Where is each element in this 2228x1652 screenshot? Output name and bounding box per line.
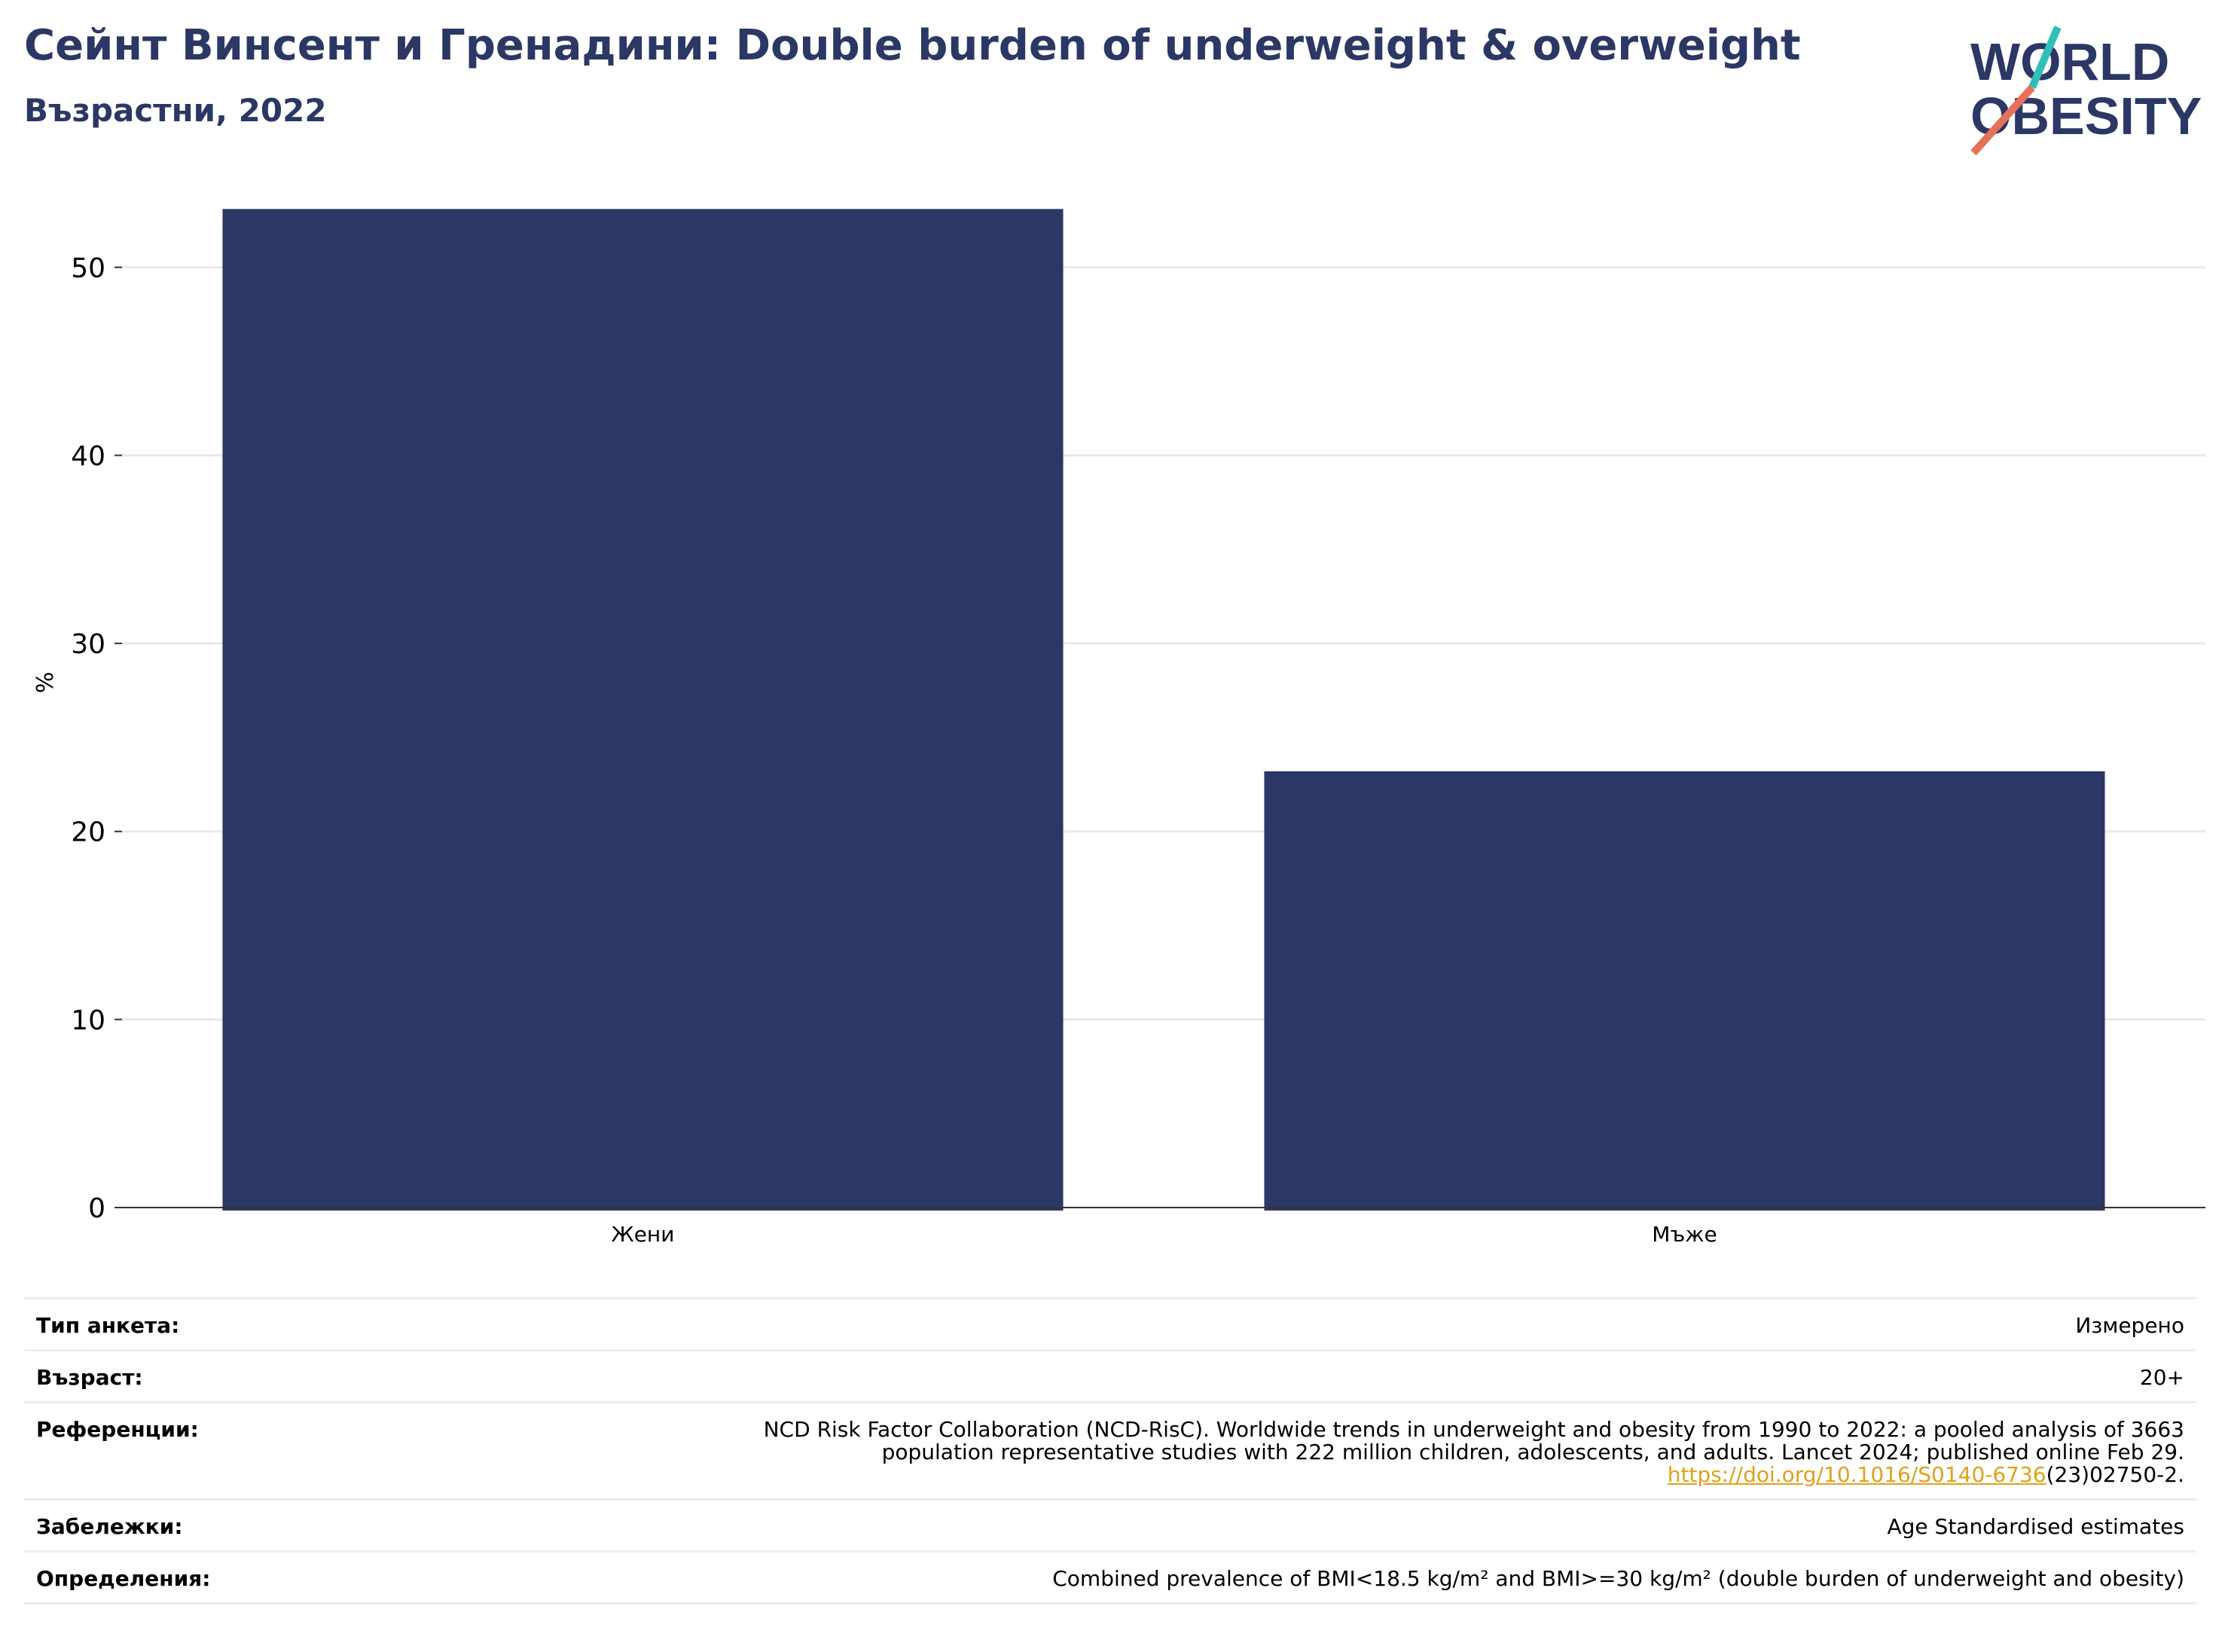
- meta-row-survey-type: Тип анкета: Измерено: [24, 1297, 2196, 1349]
- meta-value-definitions: Combined prevalence of BMI<18.5 kg/m² an…: [1052, 1566, 2184, 1591]
- bar-1: [222, 209, 1064, 1211]
- meta-row-references: Референции: NCD Risk Factor Collaboratio…: [24, 1401, 2196, 1498]
- metadata-table: Тип анкета: Измерено Възраст: 20+ Рефере…: [24, 1297, 2196, 1605]
- y-axis-label: %: [32, 672, 59, 694]
- reference-line-2: population representative studies with 2…: [881, 1440, 2184, 1464]
- meta-label-references: Референции:: [36, 1417, 199, 1442]
- meta-label-survey-type: Тип анкета:: [36, 1313, 180, 1338]
- reference-line-1: NCD Risk Factor Collaboration (NCD-RisC)…: [763, 1417, 2184, 1442]
- x-tick-label: Мъже: [1652, 1222, 1717, 1247]
- meta-label-definitions: Определения:: [36, 1566, 211, 1591]
- x-axis: Жени Мъже: [122, 1207, 2205, 1247]
- y-tick-label: 30: [71, 629, 105, 660]
- chart-subtitle: Възрастни, 2022: [24, 92, 327, 129]
- bar-chart: 0 10 20 30 40 50 Жени Мъже %: [32, 209, 2205, 1247]
- y-tick-label: 50: [71, 253, 105, 284]
- bars: [222, 209, 2105, 1211]
- meta-value-age: 20+: [2139, 1365, 2184, 1390]
- meta-value-notes: Age Standardised estimates: [1887, 1514, 2184, 1539]
- x-tick-label: Жени: [612, 1222, 675, 1247]
- y-tick-label: 10: [71, 1005, 105, 1036]
- y-axis: 0 10 20 30 40 50: [71, 253, 122, 1224]
- y-tick-label: 40: [71, 441, 105, 472]
- world-obesity-logo: WORLD OBESITY: [1970, 26, 2202, 156]
- meta-value-references: NCD Risk Factor Collaboration (NCD-RisC)…: [764, 1418, 2184, 1486]
- logo-slash-teal: [2028, 26, 2062, 89]
- meta-row-notes: Забележки: Age Standardised estimates: [24, 1498, 2196, 1550]
- meta-value-survey-type: Измерено: [2075, 1313, 2184, 1338]
- meta-label-notes: Забележки:: [36, 1514, 183, 1539]
- logo-text-world: WORLD: [1970, 32, 2169, 91]
- bar-2: [1264, 771, 2105, 1211]
- y-tick-label: 20: [71, 817, 105, 848]
- meta-label-age: Възраст:: [36, 1365, 143, 1390]
- meta-row-age: Възраст: 20+: [24, 1349, 2196, 1401]
- reference-doi-suffix: (23)02750-2.: [2046, 1462, 2184, 1487]
- chart-title: Сейнт Винсент и Гренадини: Double burden…: [24, 21, 1801, 70]
- logo-slash-coral: [1970, 84, 2035, 156]
- meta-row-definitions: Определения: Combined prevalence of BMI<…: [24, 1550, 2196, 1605]
- reference-doi-link[interactable]: https://doi.org/10.1016/S0140-6736: [1667, 1462, 2046, 1487]
- y-tick-label: 0: [88, 1193, 105, 1224]
